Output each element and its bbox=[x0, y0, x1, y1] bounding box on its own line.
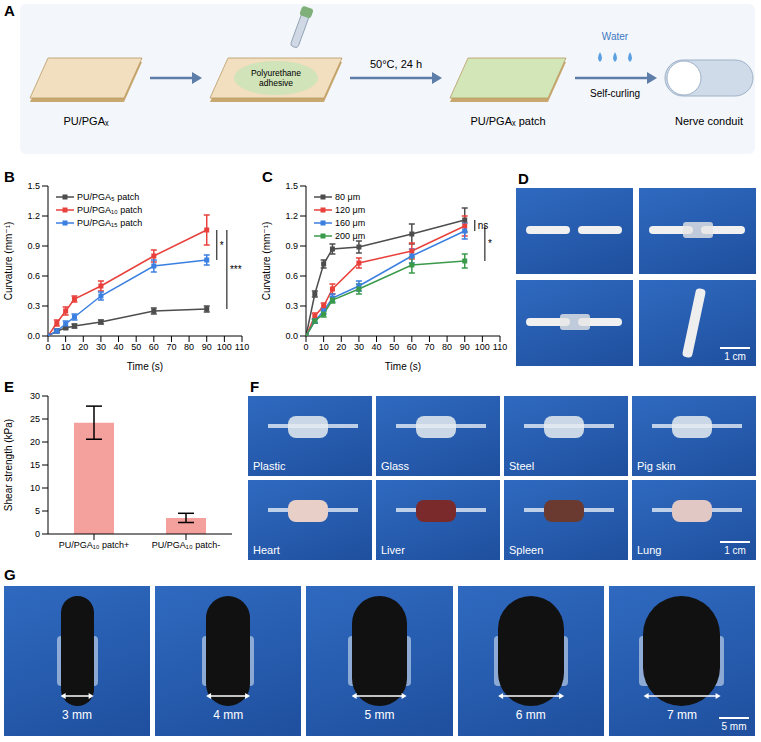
svg-text:25: 25 bbox=[30, 414, 40, 424]
svg-text:40: 40 bbox=[372, 342, 382, 352]
html-text:5 mm: 5 mm bbox=[721, 721, 747, 732]
svg-text:60: 60 bbox=[149, 342, 159, 352]
svg-text:100: 100 bbox=[217, 342, 232, 352]
svg-text:0.9: 0.9 bbox=[285, 241, 298, 251]
html-text:A: A bbox=[4, 2, 15, 19]
html-text:160 μm: 160 μm bbox=[335, 217, 366, 228]
svg-text:50: 50 bbox=[389, 342, 399, 352]
svg-text:0.3: 0.3 bbox=[27, 301, 40, 311]
svg-text:0.6: 0.6 bbox=[285, 271, 298, 281]
svg-text:1.5: 1.5 bbox=[285, 181, 298, 191]
svg-text:110: 110 bbox=[235, 342, 249, 352]
html-text:Heart: Heart bbox=[253, 544, 280, 556]
svg-text:15: 15 bbox=[30, 460, 40, 470]
html-text:4 mm: 4 mm bbox=[213, 708, 244, 722]
svg-text:0.3: 0.3 bbox=[285, 301, 298, 311]
html-text:80 μm: 80 μm bbox=[335, 191, 361, 202]
svg-text:5: 5 bbox=[35, 506, 40, 516]
svg-text:ns: ns bbox=[478, 220, 489, 231]
html-text:PU/PGA₁₀ patch: PU/PGA₁₀ patch bbox=[77, 204, 143, 215]
svg-text:Curvature (mm⁻¹): Curvature (mm⁻¹) bbox=[3, 222, 14, 301]
html-text:200 μm: 200 μm bbox=[335, 230, 366, 241]
svg-text:10: 10 bbox=[61, 342, 71, 352]
svg-text:20: 20 bbox=[336, 342, 346, 352]
svg-text:110: 110 bbox=[493, 342, 507, 352]
html-text:C: C bbox=[262, 168, 273, 185]
svg-text:1.2: 1.2 bbox=[285, 211, 298, 221]
html-text:Pig skin: Pig skin bbox=[637, 460, 676, 472]
svg-text:20: 20 bbox=[30, 437, 40, 447]
svg-text:Water: Water bbox=[602, 31, 629, 42]
svg-text:PU/PGA₁₀ patch+: PU/PGA₁₀ patch+ bbox=[59, 540, 130, 550]
svg-text:0.6: 0.6 bbox=[27, 271, 40, 281]
svg-text:0: 0 bbox=[35, 529, 40, 539]
html-text:Plastic: Plastic bbox=[253, 460, 286, 472]
html-text:B: B bbox=[4, 168, 15, 185]
html-text:Steel: Steel bbox=[509, 460, 535, 472]
svg-text:0.0: 0.0 bbox=[27, 331, 40, 341]
svg-text:0: 0 bbox=[303, 342, 308, 352]
svg-text:Time (s): Time (s) bbox=[127, 361, 163, 372]
svg-text:70: 70 bbox=[166, 342, 176, 352]
svg-text:30: 30 bbox=[354, 342, 364, 352]
svg-text:50: 50 bbox=[131, 342, 141, 352]
html-text:120 μm: 120 μm bbox=[335, 204, 366, 215]
svg-text:***: *** bbox=[230, 264, 242, 275]
svg-text:10: 10 bbox=[319, 342, 329, 352]
html-text:3 mm: 3 mm bbox=[62, 708, 93, 722]
svg-text:PU/PGA₁₀ patch-: PU/PGA₁₀ patch- bbox=[152, 540, 220, 550]
svg-text:80: 80 bbox=[442, 342, 452, 352]
html-text:6 mm: 6 mm bbox=[515, 708, 546, 722]
svg-text:0.9: 0.9 bbox=[27, 241, 40, 251]
svg-text:30: 30 bbox=[96, 342, 106, 352]
svg-text:50°C, 24 h: 50°C, 24 h bbox=[370, 58, 422, 70]
svg-text:Polyurethane: Polyurethane bbox=[251, 68, 301, 78]
svg-text:90: 90 bbox=[460, 342, 470, 352]
svg-text:1.2: 1.2 bbox=[27, 211, 40, 221]
html-text:Liver: Liver bbox=[381, 544, 405, 556]
svg-text:70: 70 bbox=[424, 342, 434, 352]
svg-text:adhesive: adhesive bbox=[259, 78, 293, 88]
svg-text:90: 90 bbox=[202, 342, 212, 352]
svg-text:*: * bbox=[220, 240, 224, 251]
html-text:G: G bbox=[4, 566, 16, 583]
html-text:PU/PGA₅ patch: PU/PGA₅ patch bbox=[77, 191, 140, 202]
html-text:Glass: Glass bbox=[381, 460, 410, 472]
svg-text:Time (s): Time (s) bbox=[385, 361, 421, 372]
html-text:5 mm: 5 mm bbox=[364, 708, 395, 722]
html-text:Lung: Lung bbox=[637, 544, 662, 556]
html-text:D: D bbox=[518, 170, 529, 187]
svg-text:30: 30 bbox=[30, 391, 40, 401]
svg-text:80: 80 bbox=[184, 342, 194, 352]
svg-text:20: 20 bbox=[78, 342, 88, 352]
html-text:E: E bbox=[4, 378, 14, 395]
html-text:1 cm: 1 cm bbox=[724, 351, 746, 362]
svg-text:PU/PGAₓ: PU/PGAₓ bbox=[63, 115, 109, 127]
svg-text:60: 60 bbox=[407, 342, 417, 352]
svg-text:100: 100 bbox=[475, 342, 490, 352]
svg-text:0.0: 0.0 bbox=[285, 331, 298, 341]
svg-text:*: * bbox=[488, 238, 492, 249]
html-text:Spleen: Spleen bbox=[509, 544, 544, 556]
svg-text:10: 10 bbox=[30, 483, 40, 493]
svg-text:Nerve conduit: Nerve conduit bbox=[675, 115, 743, 127]
html-text:7 mm: 7 mm bbox=[666, 708, 697, 722]
svg-text:Self-curling: Self-curling bbox=[590, 88, 640, 99]
html-text:F: F bbox=[250, 378, 260, 395]
svg-text:0: 0 bbox=[45, 342, 50, 352]
svg-text:Shear strength (kPa): Shear strength (kPa) bbox=[3, 419, 14, 511]
svg-text:40: 40 bbox=[114, 342, 124, 352]
svg-text:PU/PGAₓ patch: PU/PGAₓ patch bbox=[470, 115, 545, 127]
svg-text:1.5: 1.5 bbox=[27, 181, 40, 191]
svg-text:Curvature (mm⁻¹): Curvature (mm⁻¹) bbox=[261, 222, 272, 301]
html-text:1 cm: 1 cm bbox=[724, 545, 746, 556]
html-text:PU/PGA₁₅ patch: PU/PGA₁₅ patch bbox=[77, 217, 143, 228]
